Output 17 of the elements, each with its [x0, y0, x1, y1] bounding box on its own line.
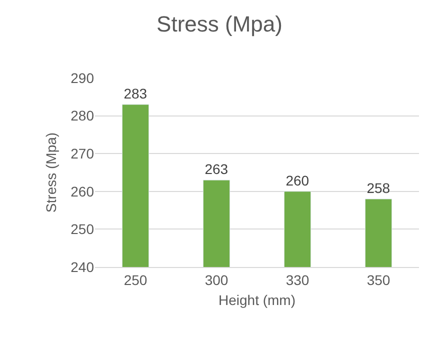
y-tick-label: 270: [70, 146, 94, 162]
y-axis-title: Stress (Mpa): [43, 132, 60, 213]
y-tick-label: 250: [70, 221, 94, 238]
chart-title: Stress (Mpa): [156, 11, 282, 36]
x-tick-label: 330: [286, 272, 310, 288]
x-tick-label: 300: [204, 272, 228, 288]
y-tick-label: 260: [70, 183, 94, 200]
x-axis-title: Height (mm): [218, 292, 296, 308]
x-tick-label: 350: [366, 272, 390, 288]
data-label: 258: [366, 180, 390, 196]
data-label: 283: [124, 85, 148, 102]
y-tick-label: 240: [70, 258, 94, 275]
y-tick-label: 290: [70, 70, 94, 86]
x-tick-label: 250: [124, 272, 148, 288]
data-label: 260: [286, 172, 310, 188]
y-tick-label: 280: [70, 108, 94, 124]
data-label: 263: [204, 161, 228, 178]
